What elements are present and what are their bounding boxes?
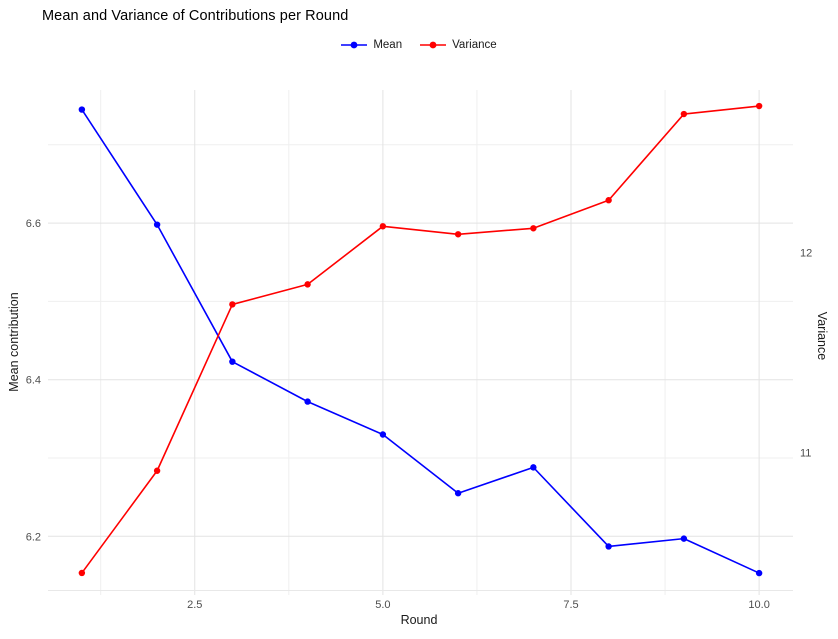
- mean-point: [605, 543, 612, 550]
- variance-point: [530, 225, 537, 232]
- variance-point: [229, 301, 236, 308]
- variance-legend-key-icon: [420, 41, 447, 49]
- mean-point: [78, 106, 86, 113]
- mean-point: [454, 490, 462, 497]
- mean-legend-key-icon: [341, 41, 368, 49]
- chart-title: Mean and Variance of Contributions per R…: [42, 8, 349, 24]
- legend-item-variance: Variance: [420, 39, 497, 51]
- legend-label-mean: Mean: [373, 39, 403, 51]
- variance-point: [680, 110, 688, 118]
- x-tick-label: 2.5: [187, 599, 202, 611]
- variance-point: [755, 102, 763, 110]
- mean-point: [153, 221, 161, 228]
- mean-point: [755, 569, 763, 577]
- x-tick-label: 7.5: [563, 599, 578, 611]
- y-right-tick-label: 12: [800, 247, 812, 259]
- variance-point: [454, 231, 462, 238]
- variance-point: [78, 569, 86, 577]
- legend-label-variance: Variance: [452, 39, 497, 51]
- x-tick-label: 5.0: [375, 599, 390, 611]
- y-right-tick-label: 11: [800, 448, 811, 460]
- x-axis-label: Round: [400, 613, 438, 627]
- variance-point: [379, 223, 387, 230]
- y-left-tick-label: 6.2: [26, 531, 41, 543]
- mean-point: [379, 431, 387, 438]
- mean-point: [229, 358, 236, 365]
- mean-point: [680, 535, 688, 542]
- legend: Mean Variance: [0, 39, 838, 51]
- mean-point: [530, 464, 537, 471]
- y-left-tick-label: 6.4: [26, 375, 41, 387]
- variance-point: [304, 281, 311, 288]
- mean-point: [304, 398, 311, 405]
- mean-series-line: [81, 109, 760, 574]
- y-axis-label-left: Mean contribution: [7, 292, 21, 392]
- variance-series-line: [81, 105, 760, 574]
- legend-item-mean: Mean: [341, 39, 402, 51]
- x-tick-label: 10.0: [748, 599, 769, 611]
- y-left-tick-label: 6.6: [26, 218, 41, 230]
- variance-point: [605, 197, 612, 204]
- y-axis-label-right: Variance: [815, 311, 829, 361]
- variance-point: [153, 467, 161, 474]
